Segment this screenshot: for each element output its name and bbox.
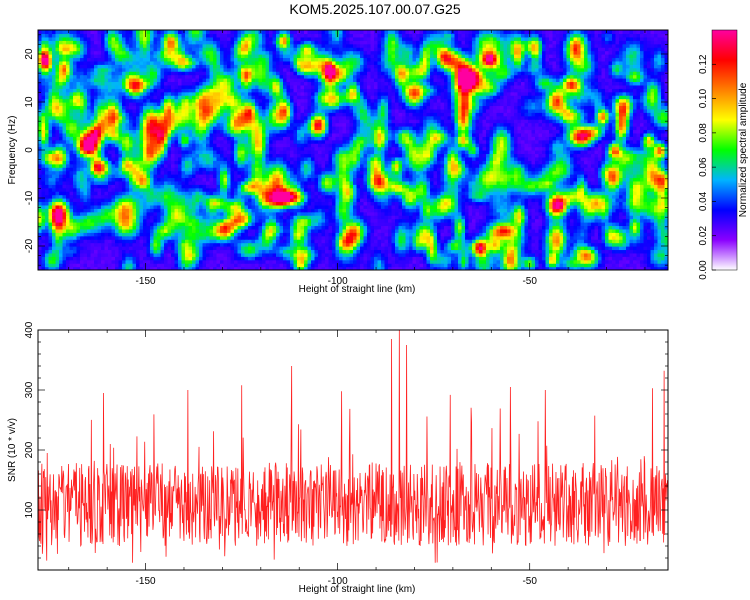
y-tick-label: -20 [24,238,35,253]
top-x-axis-label: Height of straight line (km) [299,284,416,295]
x-tick-label: -150 [136,576,156,587]
x-tick-label: -100 [328,276,348,287]
colorbar-ticks: 0.00 0.02 0.04 0.06 0.08 0.10 0.12 [698,54,716,280]
snr-series-line [38,330,668,563]
y-tick-label: 0 [24,147,35,153]
y-tick-label: 200 [24,441,35,458]
bottom-y-axis-label: SNR (10 * v/v) [7,418,18,482]
colorbar [711,29,738,271]
x-tick-label: -50 [522,576,537,587]
y-tick-label: 10 [24,96,35,108]
bottom-axes: -150 -100 -50 100 200 300 400 [24,321,669,587]
chart-title: KOM5.2025.107.00.07.G25 [289,1,460,17]
colorbar-tick-label: 0.04 [698,191,709,211]
y-tick-label: 400 [24,321,35,338]
colorbar-tick-label: 0.12 [698,54,709,74]
colorbar-label: Normalized spectral amplitude [738,82,749,217]
x-tick-label: -50 [522,276,537,287]
colorbar-tick-label: 0.02 [698,226,709,246]
y-tick-label: -10 [24,190,35,205]
x-tick-label: -100 [328,576,348,587]
y-tick-label: 20 [24,48,35,60]
colorbar-tick-label: 0.10 [698,88,709,108]
spectrogram-heatmap [38,30,668,270]
y-tick-label: 300 [24,381,35,398]
colorbar-tick-label: 0.00 [698,260,709,280]
colorbar-tick-label: 0.08 [698,123,709,143]
x-tick-label: -150 [136,276,156,287]
top-y-axis-label: Frequency (Hz) [7,116,18,185]
snr-line-plot [38,330,668,563]
y-tick-label: 100 [24,501,35,518]
bottom-x-axis-label: Height of straight line (km) [299,584,416,595]
colorbar-tick-label: 0.06 [698,157,709,177]
